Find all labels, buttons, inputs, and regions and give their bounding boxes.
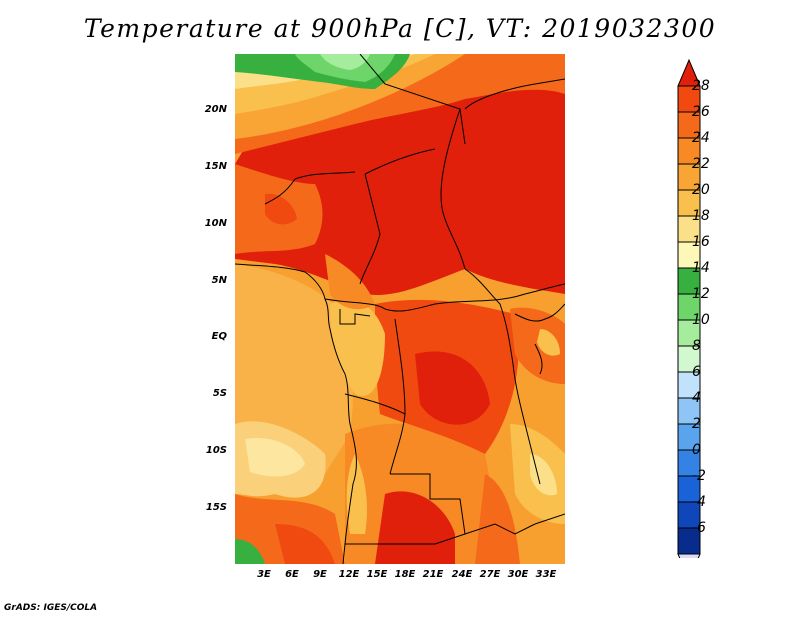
lon-tick-24e: 24E	[451, 569, 473, 580]
colorbar-label: 24	[692, 130, 710, 146]
colorbar-label: 2	[692, 416, 701, 432]
colorbar-label: -6	[692, 520, 706, 536]
lat-tick-5n: 5N	[211, 275, 227, 286]
temperature-map	[235, 54, 565, 564]
lon-tick-30e: 30E	[507, 569, 529, 580]
lon-tick-15e: 15E	[366, 569, 388, 580]
lon-tick-3e: 3E	[257, 569, 271, 580]
colorbar	[677, 58, 701, 558]
lat-tick-20n: 20N	[204, 104, 227, 115]
lon-tick-27e: 27E	[479, 569, 501, 580]
colorbar-label: 14	[692, 260, 710, 276]
lon-tick-21e: 21E	[422, 569, 444, 580]
colorbar-label: 16	[692, 234, 710, 250]
lat-tick-5s: 5S	[212, 388, 227, 399]
credit-text: GrADS: IGES/COLA	[4, 603, 98, 613]
lat-tick-15s: 15S	[205, 502, 227, 513]
colorbar-bottom-arrow	[677, 553, 701, 558]
lat-tick-15n: 15N	[204, 161, 227, 172]
colorbar-label: 10	[692, 312, 710, 328]
lon-tick-12e: 12E	[338, 569, 360, 580]
lon-tick-33e: 33E	[535, 569, 557, 580]
lon-tick-6e: 6E	[285, 569, 299, 580]
lat-tick-eq: EQ	[211, 331, 227, 342]
colorbar-label: 26	[692, 104, 710, 120]
lat-tick-10n: 10N	[204, 218, 227, 229]
lon-tick-9e: 9E	[313, 569, 327, 580]
colorbar-label: 20	[692, 182, 710, 198]
colorbar-label: -4	[692, 494, 706, 510]
colorbar-label: 0	[692, 442, 701, 458]
colorbar-label: 12	[692, 286, 710, 302]
lon-tick-18e: 18E	[394, 569, 416, 580]
colorbar-label: 22	[692, 156, 710, 172]
map-title: Temperature at 900hPa [C], VT: 201903230…	[83, 14, 717, 43]
colorbar-label: 8	[692, 338, 701, 354]
colorbar-label: 4	[692, 390, 701, 406]
colorbar-label: 6	[692, 364, 701, 380]
colorbar-label: 28	[692, 78, 710, 94]
colorbar-label: 18	[692, 208, 710, 224]
temperature-field	[235, 54, 565, 564]
lat-tick-10s: 10S	[205, 445, 227, 456]
colorbar-label: -2	[692, 468, 706, 484]
